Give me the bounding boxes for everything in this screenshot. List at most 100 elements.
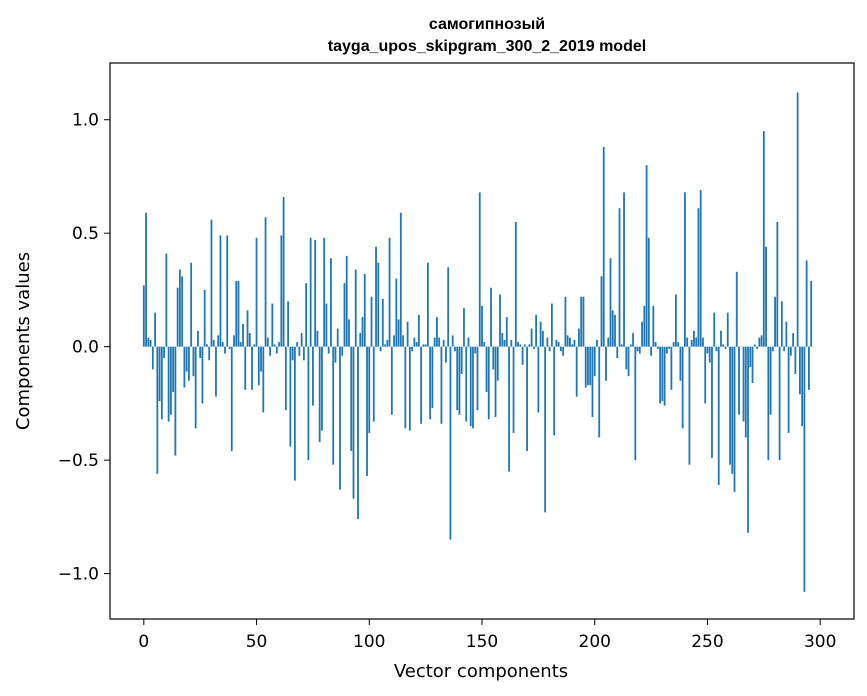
bar — [717, 346, 720, 486]
bar — [174, 346, 177, 456]
bar — [623, 192, 625, 347]
bar — [636, 346, 639, 352]
bar — [715, 346, 718, 352]
bar — [158, 346, 161, 402]
bar — [271, 303, 274, 347]
bar — [411, 346, 414, 352]
bar — [178, 269, 181, 347]
bar — [663, 346, 666, 406]
bar — [312, 346, 314, 406]
bar — [767, 346, 770, 461]
bar — [792, 333, 795, 347]
bar — [776, 221, 779, 347]
bar — [465, 346, 468, 422]
bar — [460, 346, 463, 374]
bar — [756, 346, 758, 349]
bar — [704, 346, 707, 404]
bar — [323, 237, 326, 347]
chart-subtitle: tayga_upos_skipgram_300_2_2019 model — [328, 38, 646, 55]
bar — [183, 346, 186, 388]
bar — [494, 346, 497, 418]
bar — [302, 346, 305, 361]
bar — [445, 346, 447, 363]
bar — [406, 321, 409, 347]
bar — [758, 337, 761, 347]
bar — [564, 296, 567, 347]
bar — [571, 344, 574, 347]
x-tick-label: 50 — [246, 632, 268, 652]
bar — [670, 346, 673, 390]
bar — [368, 346, 371, 433]
bar — [801, 346, 804, 427]
bar — [339, 346, 341, 490]
bar — [429, 346, 432, 420]
bar — [686, 337, 689, 347]
x-tick-label: 300 — [804, 632, 836, 652]
bar — [521, 346, 524, 365]
x-tick-label: 100 — [353, 632, 385, 652]
bar — [544, 346, 547, 513]
bar — [307, 346, 310, 461]
bar — [163, 346, 166, 359]
bar — [605, 346, 607, 381]
bar — [447, 267, 450, 347]
bar — [487, 346, 490, 420]
bar — [388, 237, 391, 347]
bar — [794, 346, 797, 374]
bar — [181, 276, 184, 347]
bar — [523, 344, 526, 347]
bar — [440, 346, 443, 424]
bar — [296, 342, 299, 347]
bar — [697, 208, 700, 347]
bar — [634, 346, 637, 461]
bar — [422, 344, 425, 347]
bar — [469, 346, 472, 427]
bar — [632, 333, 634, 347]
bar — [244, 346, 247, 390]
bar — [528, 344, 531, 347]
bar — [505, 317, 508, 347]
y-tick-label: 0.0 — [72, 338, 99, 358]
bar — [789, 346, 792, 356]
bar — [526, 346, 528, 452]
bar — [629, 344, 632, 347]
bar — [199, 346, 202, 359]
bar — [357, 346, 359, 520]
bar — [192, 346, 195, 377]
bar — [611, 310, 614, 347]
bar — [512, 346, 515, 433]
bar — [771, 346, 774, 352]
bar — [145, 212, 147, 347]
bar — [638, 346, 641, 354]
bar — [278, 342, 280, 347]
bar — [596, 339, 598, 347]
bar — [645, 165, 648, 347]
bar — [467, 337, 470, 347]
bar — [503, 339, 506, 347]
bar — [805, 260, 808, 347]
bar — [580, 296, 583, 347]
bar — [803, 346, 806, 592]
bar — [242, 323, 244, 347]
bar — [463, 308, 465, 347]
bar — [230, 346, 233, 452]
bar — [219, 235, 222, 347]
bar — [215, 346, 217, 397]
bar — [787, 346, 790, 433]
x-tick-label: 200 — [579, 632, 611, 652]
bar — [589, 346, 592, 386]
bar — [266, 337, 269, 347]
bar — [456, 346, 459, 411]
bar — [733, 346, 736, 492]
bar — [239, 342, 242, 347]
bar — [449, 346, 452, 540]
bar — [366, 346, 368, 477]
bar — [363, 274, 366, 347]
bar — [275, 346, 278, 354]
bar — [393, 335, 395, 347]
bar — [762, 131, 765, 347]
bar — [591, 346, 594, 418]
bar — [654, 342, 657, 347]
bar — [584, 346, 587, 388]
bar — [408, 346, 411, 431]
